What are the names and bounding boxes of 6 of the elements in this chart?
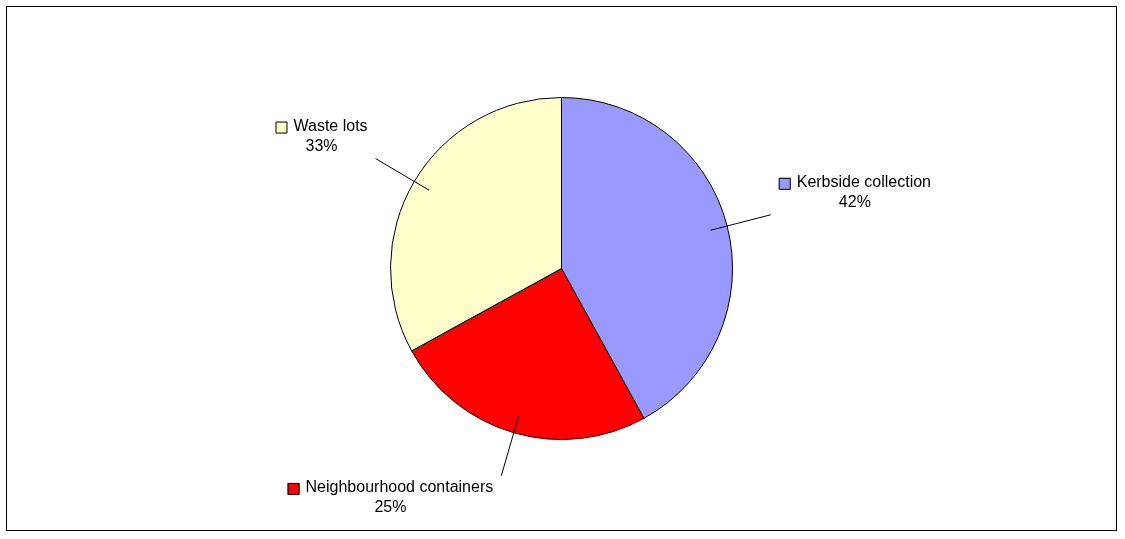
data-label: 25%: [374, 498, 407, 516]
legend-label: Neighbourhood containers: [305, 478, 494, 496]
legend-label: Waste lots: [293, 116, 368, 134]
data-label: 42%: [838, 193, 871, 211]
data-label: 33%: [305, 136, 338, 154]
legend-label: Kerbside collection: [796, 173, 932, 191]
